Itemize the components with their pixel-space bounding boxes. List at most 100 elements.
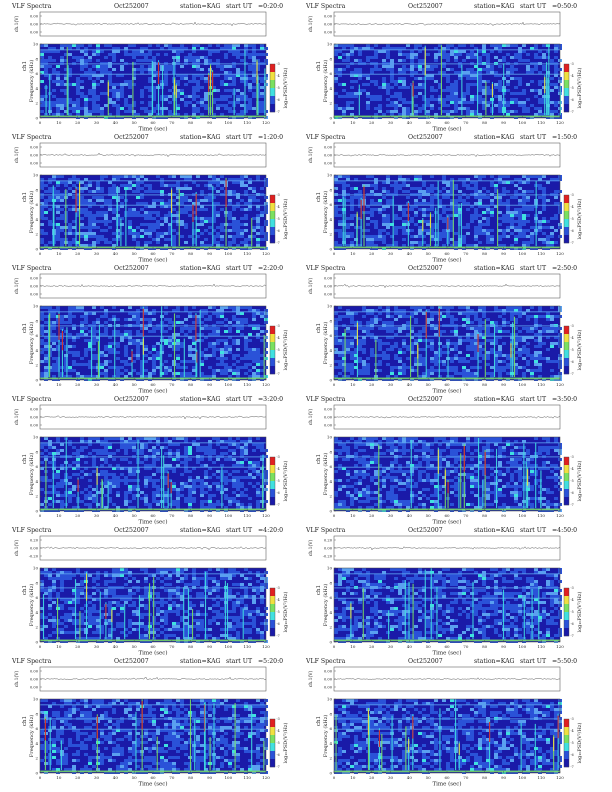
sferic-streak — [493, 323, 496, 378]
sferic-streak — [447, 215, 449, 247]
colorbar-tick-label: -5 — [277, 217, 280, 221]
ch-axis-label: ch.1(V) — [307, 278, 314, 295]
sferic-streak — [485, 81, 487, 116]
sferic-streak — [209, 737, 211, 771]
y-axis-label: Frequency (kHz) — [322, 453, 329, 496]
ch-axis-label: ch.1(V) — [13, 16, 20, 33]
colorbar-label: log₁₀PSD(V²/Hz) — [282, 330, 289, 371]
y-axis-label: Frequency (kHz) — [322, 715, 329, 758]
sferic-streak — [234, 703, 236, 771]
colorbar-tick-label: -7 — [277, 110, 280, 114]
panel-title: VLF Spectra — [11, 658, 52, 665]
panel-start-time: =3:50:0 — [552, 396, 577, 403]
x-tick-label: 60 — [444, 251, 450, 256]
x-axis-label: Time (sec) — [138, 650, 167, 657]
ch-tick-label: 0.00 — [30, 277, 39, 281]
colorbar-tick-label: -3 — [277, 62, 280, 66]
y-tick-label: 10 — [327, 173, 333, 178]
spectrogram-heatmap — [40, 306, 268, 381]
sferic-streak — [65, 437, 67, 509]
colorbar-label: log₁₀PSD(V²/Hz) — [282, 199, 289, 240]
sferic-streak — [350, 601, 352, 640]
colorbar — [269, 63, 276, 113]
sferic-streak — [547, 77, 549, 116]
colorbar-label: log₁₀PSD(V²/Hz) — [282, 461, 289, 502]
y-tick-label: 8 — [329, 449, 332, 454]
spectrogram-panel-7: VLF Spectra Oct252007 station=KAG start UT =… — [11, 395, 306, 526]
sferic-streak — [461, 64, 463, 116]
sferic-streak — [447, 341, 449, 378]
sferic-streak — [548, 44, 550, 116]
spectrogram-chart: VLF Spectra Oct252007 station=KAG start UT =… — [305, 134, 583, 264]
sferic-streak — [153, 577, 155, 640]
colorbar-tick-label: -4 — [571, 467, 574, 471]
sferic-streak — [460, 202, 462, 247]
y-tick-label: 10 — [33, 304, 39, 309]
sferic-streak — [437, 181, 439, 247]
sferic-streak — [439, 708, 441, 771]
sferic-streak — [510, 341, 512, 378]
sferic-streak — [183, 338, 185, 378]
ch-axis-label: ch.1(V) — [13, 147, 20, 164]
sferic-streak — [378, 728, 380, 771]
y-axis-label: Frequency (kHz) — [322, 584, 329, 627]
colorbar-label: log₁₀PSD(V²/Hz) — [576, 461, 583, 502]
colorbar-tick-label: -6 — [277, 229, 280, 233]
ch-tick-label: 0.00 — [324, 678, 333, 682]
sferic-streak — [368, 715, 371, 771]
x-tick-label: 120 — [262, 251, 270, 256]
y-tick-label: 8 — [329, 318, 332, 323]
y-tick-label: 2 — [329, 101, 332, 106]
x-axis-label: Time (sec) — [138, 126, 167, 133]
ch-tick-label: 0.00 — [324, 686, 333, 690]
colorbar-label: log₁₀PSD(V²/Hz) — [282, 592, 289, 633]
channel-label: ch1 — [22, 585, 28, 595]
x-tick-label: 80 — [188, 513, 194, 518]
sferic-streak — [53, 200, 55, 247]
sferic-streak — [171, 187, 173, 247]
channel-label: ch1 — [22, 716, 28, 726]
y-tick-label: 10 — [327, 304, 333, 309]
colorbar-tick-label: -7 — [571, 372, 574, 376]
ch-tick-label: 0.00 — [324, 277, 333, 281]
colorbar-tick-label: -6 — [277, 98, 280, 102]
sferic-streak — [412, 80, 414, 116]
sferic-streak — [535, 442, 537, 509]
sferic-streak — [251, 706, 253, 771]
panel-start-time: =4:20:0 — [258, 527, 283, 534]
sferic-streak — [170, 480, 172, 509]
y-tick-label: 8 — [329, 711, 332, 716]
sferic-streak — [79, 611, 81, 640]
sferic-streak — [410, 439, 412, 509]
sferic-streak — [189, 699, 192, 771]
sferic-streak — [65, 189, 67, 247]
sferic-streak — [523, 597, 525, 640]
x-tick-label: 80 — [482, 513, 488, 518]
spectrogram-chart: VLF Spectra Oct252007 station=KAG start UT =… — [11, 134, 289, 264]
panel-date: Oct252007 — [114, 3, 149, 10]
sferic-streak — [195, 191, 197, 247]
x-tick-label: 50 — [426, 120, 432, 125]
sferic-streak — [447, 480, 449, 509]
y-tick-label: 2 — [329, 625, 332, 630]
ch-tick-label: 0.00 — [30, 547, 39, 551]
x-tick-label: 90 — [207, 775, 213, 780]
x-tick-label: 50 — [132, 120, 138, 125]
x-tick-label: 0 — [333, 644, 336, 649]
sferic-streak — [484, 319, 486, 378]
colorbar — [269, 325, 276, 375]
spectrogram-panel-12: VLF Spectra Oct252007 station=KAG start UT =… — [305, 657, 600, 788]
sferic-streak — [425, 309, 427, 378]
x-tick-label: 100 — [225, 251, 233, 256]
x-tick-label: 80 — [188, 775, 194, 780]
sferic-streak — [173, 313, 176, 378]
y-tick-label: 2 — [329, 363, 332, 368]
sferic-streak — [75, 186, 77, 247]
spectrogram-heatmap — [40, 437, 268, 512]
panel-title: VLF Spectra — [305, 658, 346, 665]
y-axis-label: Frequency (kHz) — [322, 60, 329, 103]
ch-axis-label: ch.1(V) — [13, 540, 20, 557]
y-tick-label: 10 — [33, 697, 39, 702]
y-tick-label: 2 — [35, 101, 38, 106]
sferic-streak — [157, 60, 160, 116]
